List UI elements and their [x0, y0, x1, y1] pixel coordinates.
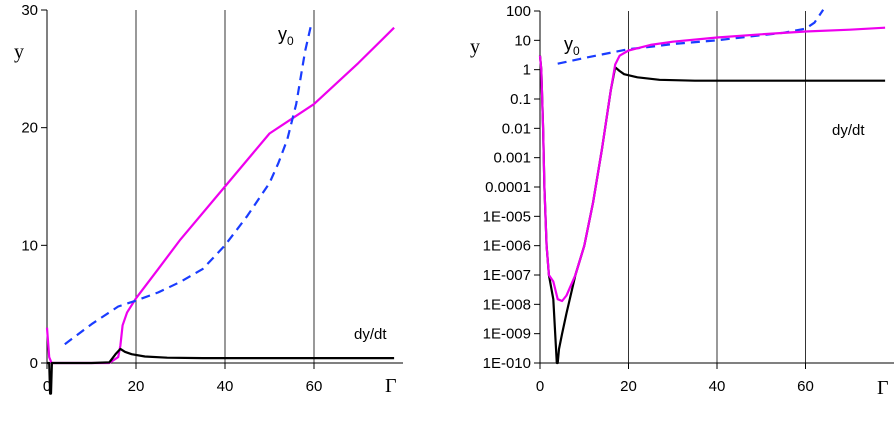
left-y0-annotation: y0	[278, 24, 294, 48]
right-y-tick-label: 0.1	[510, 91, 531, 108]
right-x-tick-label: 0	[536, 378, 544, 395]
right-x-tick-label: 60	[797, 378, 814, 395]
left-x-tick-label: 20	[128, 378, 145, 395]
left-y0-annotation-text: y	[278, 24, 287, 44]
right-y-tick-label: 1E-005	[483, 208, 531, 225]
left-series-line-3	[47, 347, 395, 395]
left-y-tick-label: 30	[21, 2, 38, 19]
right-y-axis-label: y	[470, 36, 480, 58]
right-y0-annotation-sub: 0	[573, 44, 580, 58]
left-series-line-2	[64, 21, 313, 346]
left-y-tick-label: 0	[30, 355, 38, 372]
left-y-axis-label: y	[14, 41, 24, 63]
right-y-tick-label: 1E-006	[483, 238, 531, 255]
right-y-tick-label: 100	[506, 3, 531, 20]
right-y-tick-label: 0.01	[502, 120, 531, 137]
left-y-tick-label: 20	[21, 120, 38, 137]
right-y-tick-label: 1E-010	[483, 355, 531, 372]
right-y-tick-label: 1E-008	[483, 296, 531, 313]
right-y-tick-label: 1	[523, 62, 531, 79]
right-x-axis-label: Γ	[877, 377, 889, 399]
right-y-tick-label: 10	[514, 32, 531, 49]
right-y-tick-label: 1E-007	[483, 267, 531, 284]
right-y0-annotation-text: y	[564, 34, 573, 54]
right-series-line-1	[538, 26, 886, 303]
left-y-tick-label: 10	[21, 237, 38, 254]
right-series-line-2	[557, 9, 825, 65]
right-chart: 1E-010 1E-009 1E-008 1E-007 1E-006 1E-005 0.00…	[470, 3, 894, 399]
left-x-axis-label: Γ	[385, 375, 397, 397]
right-y-tick-label: 0.001	[493, 150, 531, 167]
left-dydt-annotation: dy/dt	[354, 326, 387, 343]
left-series-line-1	[45, 26, 395, 365]
right-x-tick-label: 20	[620, 378, 637, 395]
right-dydt-annotation: dy/dt	[832, 122, 865, 139]
right-y-tick-label: 0.0001	[485, 179, 531, 196]
right-y0-annotation: y0	[564, 34, 580, 58]
left-y0-annotation-sub: 0	[287, 34, 294, 48]
left-x-tick-label: 0	[43, 378, 51, 395]
right-x-tick-label: 40	[709, 378, 726, 395]
left-x-tick-label: 40	[217, 378, 234, 395]
left-x-tick-label: 60	[306, 378, 323, 395]
right-y-tick-label: 1E-009	[483, 326, 531, 343]
